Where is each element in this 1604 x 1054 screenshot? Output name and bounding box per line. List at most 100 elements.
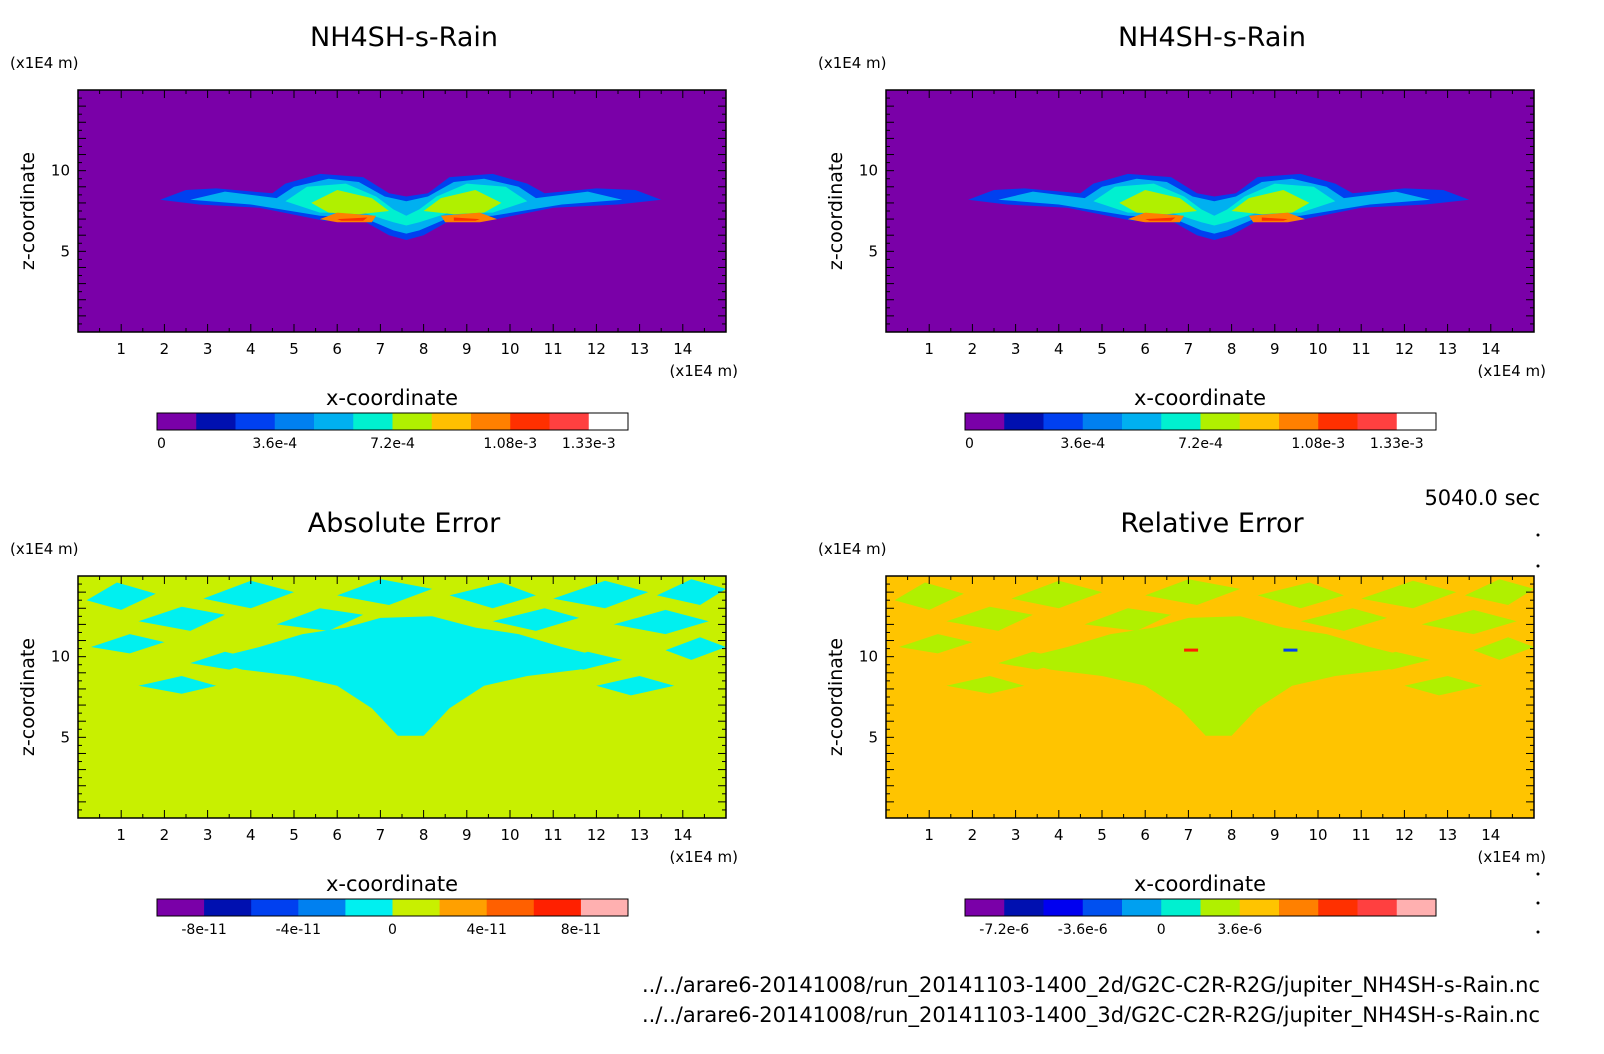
x-tick-label: 4 [1054,340,1064,358]
colorbar-label: 0 [1157,922,1166,938]
colorbar-swatch [274,413,315,430]
abs-patch-13 [596,676,675,696]
x-tick-label: 7 [376,340,386,358]
colorbar-swatch [1200,899,1241,916]
abs-patch-14 [190,651,260,670]
rel-patch-1 [946,606,1033,631]
x-tick-label: 14 [673,340,692,358]
x-tick-label: 8 [419,826,429,844]
y-tick-label: 5 [868,728,878,746]
colorbar-label: 3.6e-4 [1060,436,1105,452]
colorbar-frame [156,412,629,431]
x-tick-label: 8 [1227,826,1237,844]
colorbar-label: -7.2e-6 [979,922,1029,938]
x-tick-label: 5 [289,826,299,844]
y-tick-label: 5 [868,242,878,260]
colorbar-swatch [392,413,433,430]
colorbar-label: 1.08e-3 [483,436,537,452]
panel-title: Relative Error [1120,508,1304,539]
x-axis-label: x-coordinate [1134,872,1266,896]
x-tick-label: 2 [160,340,170,358]
colorbar-swatch [580,899,629,916]
colorbar-swatch [1357,899,1398,916]
colorbar-swatch [471,413,511,430]
abs-patch-7 [553,580,649,609]
abs-patch-9 [656,579,726,605]
colorbar-swatch [392,899,441,916]
x-tick-label: 3 [203,826,213,844]
x-tick-label: 1 [924,826,934,844]
colorbar-swatch [1239,899,1280,916]
colorbar-swatch [1122,899,1162,916]
field-peak-right [1261,217,1288,221]
x-tick-label: 14 [1481,340,1500,358]
x-tick-label: 12 [587,826,606,844]
field-mid [998,178,1431,234]
x-tick-label: 10 [500,340,519,358]
colorbar-swatch [157,899,205,916]
field-core-right [1231,190,1310,215]
colorbar-swatch [204,899,252,916]
x-tick-label: 3 [1011,826,1021,844]
y-axis-label: z-coordinate [825,152,847,270]
field-peak-left [337,217,368,221]
colorbar-swatch [314,413,354,430]
colorbar-swatch [1200,413,1241,430]
field-peak-right [453,217,480,221]
x-axis-label: x-coordinate [326,386,458,410]
x-tick-label: 1 [924,340,934,358]
y-tick-label: 10 [51,648,70,666]
colorbar-label: 7.2e-4 [370,436,415,452]
colorbar-frame [156,898,629,917]
y-tick-label: 5 [60,242,70,260]
abs-patch-4 [337,579,433,605]
colorbar-label: -4e-11 [276,922,321,938]
x-tick-label: 8 [1227,340,1237,358]
y-tick-label: 5 [60,728,70,746]
colorbar-swatch [1318,413,1358,430]
x-tick-label: 5 [1097,340,1107,358]
colorbar-label: 7.2e-4 [1178,436,1223,452]
y-unit-label: (x1E4 m) [818,540,887,558]
colorbar-swatch [588,413,629,430]
time-label: 5040.0 sec [1424,486,1540,510]
x-tick-label: 2 [968,826,978,844]
colorbar-label: 3.6e-4 [252,436,297,452]
colorbar-swatch [965,413,1005,430]
x-tick-label: 13 [630,340,649,358]
file-path-2: ../../arare6-20141008/run_20141103-1400_… [642,1003,1540,1028]
x-tick-label: 11 [544,340,563,358]
abs-patch-3 [276,608,364,631]
x-tick-label: 1 [116,340,126,358]
panel-title: NH4SH-s-Rain [310,22,498,53]
y-tick-label: 10 [859,162,878,180]
colorbar-swatch [298,899,346,916]
x-tick-label: 9 [462,340,472,358]
rel-patch-8 [1421,609,1517,635]
rel-patch-15 [1356,651,1431,670]
colorbar-label: 3.6e-6 [1217,922,1262,938]
colorbar-swatch [1396,413,1437,430]
colorbar-label: 0 [388,922,397,938]
y-unit-label: (x1E4 m) [10,540,79,558]
plot-field [968,173,1470,240]
x-tick-label: 3 [1011,340,1021,358]
colorbar-label: -8e-11 [181,922,226,938]
colorbar-swatch [157,413,197,430]
colorbar-swatch [1043,899,1084,916]
colorbar-swatch [353,413,393,430]
colorbar-swatch [1357,413,1398,430]
colorbar-frame [964,898,1437,917]
x-tick-label: 6 [332,340,342,358]
colorbar-swatch [510,413,550,430]
rel-patch-0 [894,582,964,610]
x-tick-label: 5 [289,340,299,358]
y-axis-label: z-coordinate [17,152,39,270]
colorbar-swatch [1239,413,1280,430]
x-tick-label: 8 [419,340,429,358]
x-tick-label: 11 [544,826,563,844]
x-tick-label: 7 [1184,340,1194,358]
colorbar-label: 0 [157,436,166,452]
colorbar-swatch [1396,899,1437,916]
field-peak-left [1145,217,1176,221]
